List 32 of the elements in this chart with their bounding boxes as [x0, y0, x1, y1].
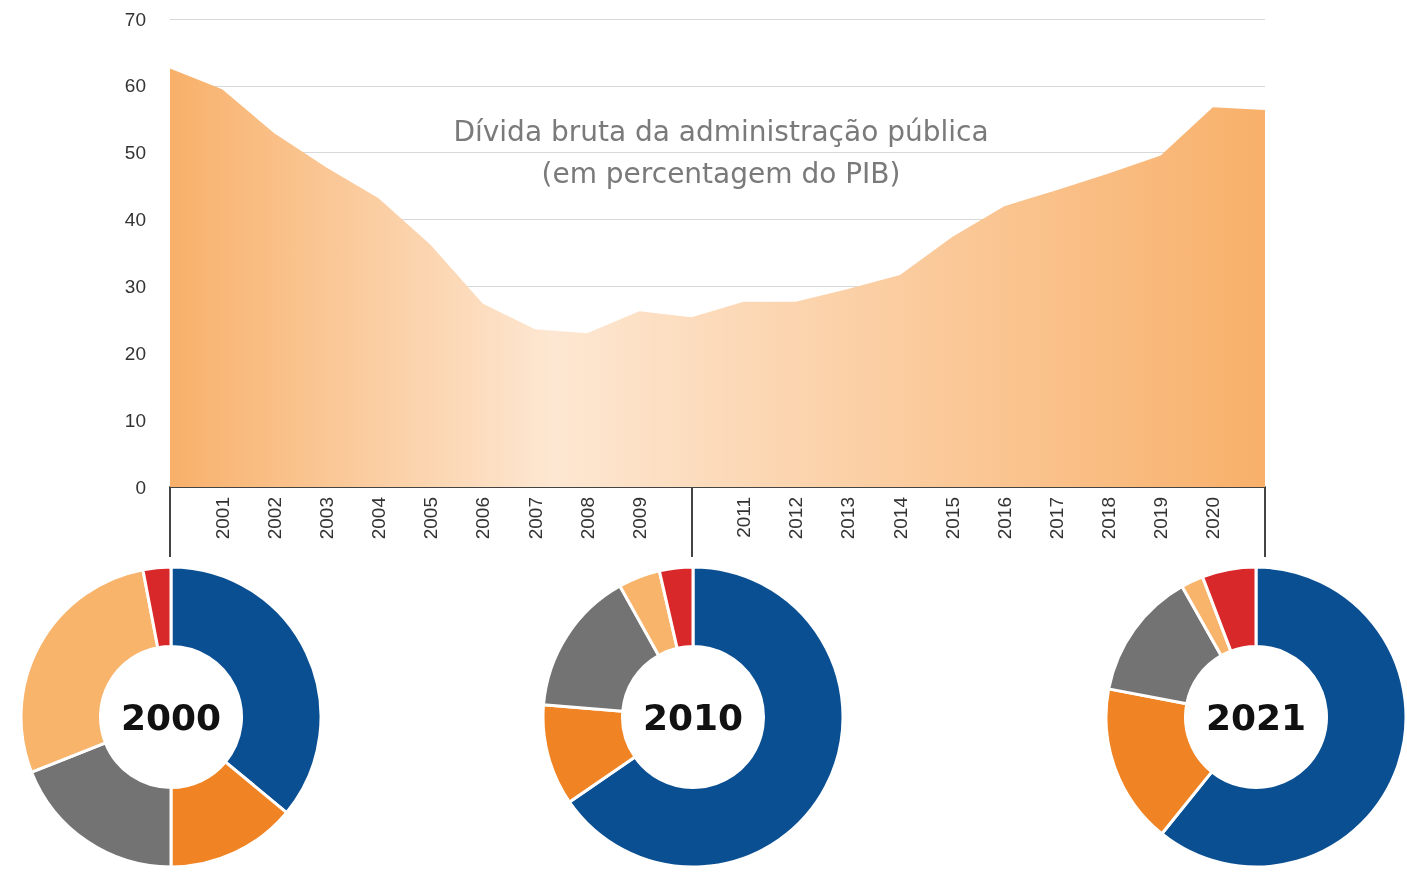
x-tick-label: 2008 — [576, 497, 598, 540]
x-tick-label: 2004 — [368, 496, 390, 540]
x-tick-label: 2006 — [472, 497, 494, 540]
x-tick-label: 2003 — [315, 497, 337, 540]
y-tick-label: 30 — [124, 275, 146, 297]
x-tick-label: 2019 — [1150, 497, 1172, 540]
y-tick-label: 40 — [124, 209, 146, 231]
y-tick-label: 50 — [124, 142, 146, 164]
x-tick-label: 2002 — [263, 497, 285, 540]
x-tick-label: 2012 — [785, 497, 807, 540]
text: (em percentagem do PIB) — [541, 156, 901, 190]
y-tick-label: 60 — [124, 75, 146, 97]
x-tick-label: 2001 — [211, 497, 233, 540]
x-tick-label: 2011 — [733, 497, 755, 538]
x-tick-label: 2013 — [837, 497, 859, 540]
x-tick-label: 2016 — [993, 497, 1015, 540]
x-tick-label: 2017 — [1045, 497, 1067, 540]
y-tick-label: 70 — [124, 8, 146, 30]
text: 2000 — [120, 696, 222, 738]
x-tick-label: 2015 — [941, 497, 963, 540]
text: 2021 — [1205, 696, 1307, 738]
x-tick-label: 2007 — [524, 497, 546, 540]
x-tick-label: 2005 — [420, 497, 442, 540]
x-tick-label: 2018 — [1098, 497, 1120, 540]
x-tick-label: 2009 — [628, 497, 650, 540]
text: Dívida bruta da administração pública — [453, 114, 989, 148]
y-tick-label: 10 — [124, 409, 146, 431]
y-tick-label: 20 — [124, 342, 146, 364]
x-tick-label: 2020 — [1202, 497, 1224, 540]
text: 2010 — [642, 696, 744, 738]
y-tick-label: 0 — [135, 476, 146, 498]
x-tick-label: 2014 — [889, 496, 911, 540]
